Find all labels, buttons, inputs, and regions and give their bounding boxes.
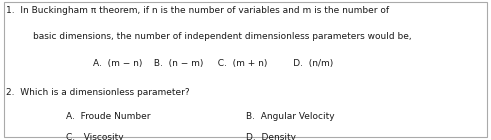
Text: A.  Froude Number: A. Froude Number [66, 112, 151, 121]
Text: B.  Angular Velocity: B. Angular Velocity [246, 112, 334, 121]
FancyBboxPatch shape [4, 2, 487, 137]
Text: A.  (m − n)    B.  (n − m)     C.  (m + n)         D.  (n/m): A. (m − n) B. (n − m) C. (m + n) D. (n/m… [93, 59, 333, 68]
Text: 1.  In Buckingham π theorem, if n is the number of variables and m is the number: 1. In Buckingham π theorem, if n is the … [6, 6, 389, 15]
Text: 2.  Which is a dimensionless parameter?: 2. Which is a dimensionless parameter? [6, 88, 190, 97]
Text: C.   Viscosity: C. Viscosity [66, 133, 124, 140]
Text: basic dimensions, the number of independent dimensionless parameters would be,: basic dimensions, the number of independ… [33, 32, 412, 41]
Text: D.  Density: D. Density [246, 133, 296, 140]
